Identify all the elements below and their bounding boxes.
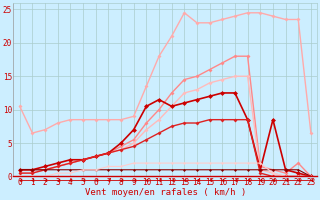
X-axis label: Vent moyen/en rafales ( km/h ): Vent moyen/en rafales ( km/h )	[85, 188, 246, 197]
